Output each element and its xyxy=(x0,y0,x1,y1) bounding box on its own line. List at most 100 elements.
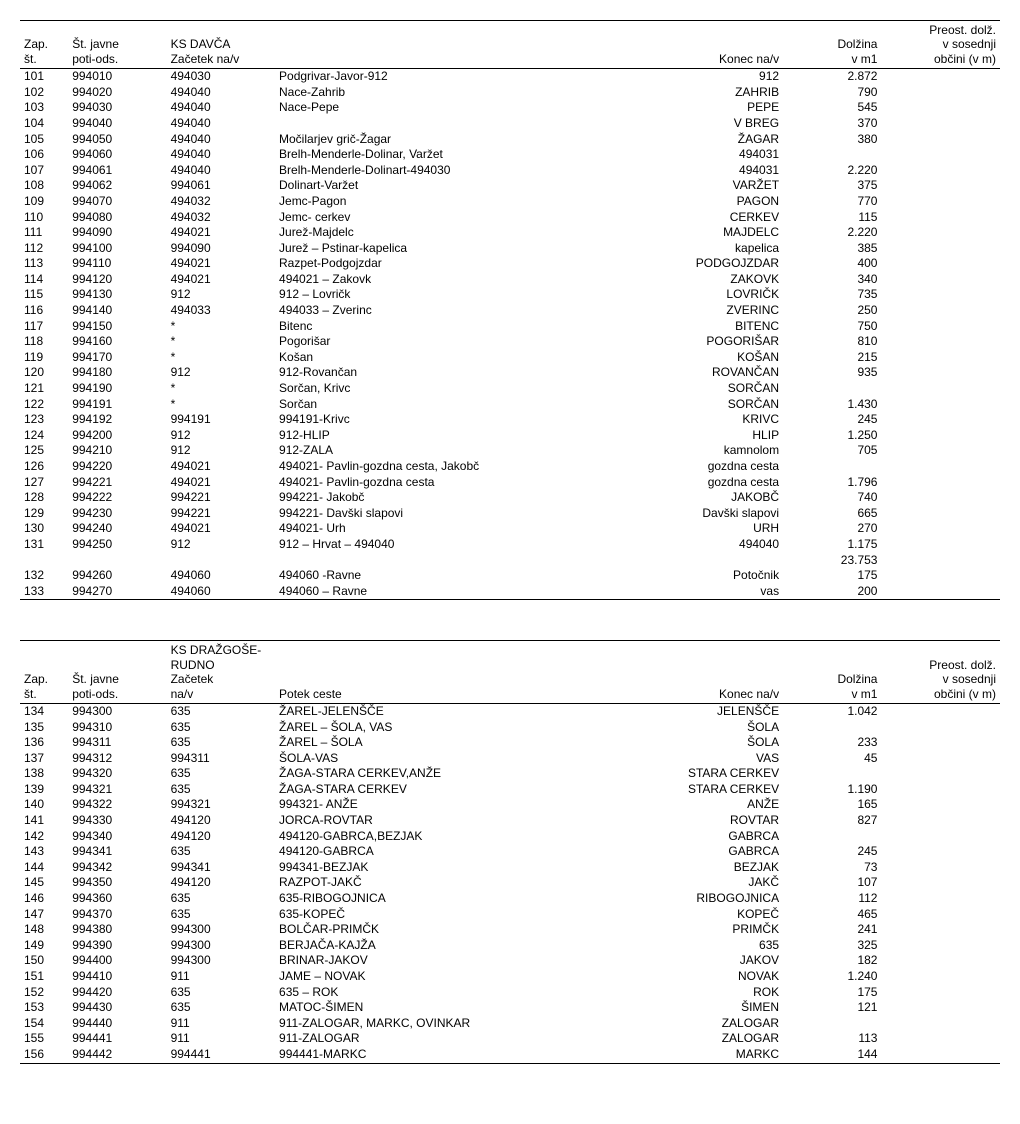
col-header-kon: Konec na/v xyxy=(614,641,783,703)
cell-dol: 810 xyxy=(783,334,881,350)
cell-jav: 994420 xyxy=(68,985,166,1001)
cell-zac: * xyxy=(167,381,275,397)
table-row: 118994160*PogorišarPOGORIŠAR810 xyxy=(20,334,1000,350)
cell-pre xyxy=(881,225,1000,241)
cell-zac: 635 xyxy=(167,844,275,860)
cell-pot: 635-RIBOGOJNICA xyxy=(275,891,614,907)
cell-pre xyxy=(881,69,1000,85)
cell-zap: 155 xyxy=(20,1031,68,1047)
cell-zac: 994300 xyxy=(167,938,275,954)
table-row: 154994440911911-ZALOGAR, MARKC, OVINKARZ… xyxy=(20,1016,1000,1032)
cell-zap: 145 xyxy=(20,875,68,891)
cell-zac: 912 xyxy=(167,287,275,303)
cell-kon: KOPEČ xyxy=(614,907,783,923)
cell-pre xyxy=(881,116,1000,132)
cell-jav: 994180 xyxy=(68,365,166,381)
cell-pot: 994221- Davški slapovi xyxy=(275,506,614,522)
cell-zap: 132 xyxy=(20,568,68,584)
table-block: Zap.št.Št. javnepoti-ods.KS DRAŽGOŠE-RUD… xyxy=(20,640,1000,1063)
cell-zac: 494120 xyxy=(167,813,275,829)
cell-pot: 994341-BEZJAK xyxy=(275,860,614,876)
cell-zac: 635 xyxy=(167,720,275,736)
table-row: 133994270494060494060 – Ravnevas200 xyxy=(20,584,1000,600)
cell-kon: JAKČ xyxy=(614,875,783,891)
cell-zap: 138 xyxy=(20,766,68,782)
cell-kon: ŠOLA xyxy=(614,720,783,736)
cell-pot: 494033 – Zverinc xyxy=(275,303,614,319)
cell-zap: 117 xyxy=(20,319,68,335)
cell-pre xyxy=(881,584,1000,600)
cell-jav: 994250 xyxy=(68,537,166,553)
cell-kon: BITENC xyxy=(614,319,783,335)
cell-jav: 994321 xyxy=(68,782,166,798)
cell-pre xyxy=(881,319,1000,335)
cell-pot: 494120-GABRCA,BEZJAK xyxy=(275,829,614,845)
cell-kon: ZAKOVK xyxy=(614,272,783,288)
cell-zac: 494030 xyxy=(167,69,275,85)
table-row: 143994341635494120-GABRCAGABRCA245 xyxy=(20,844,1000,860)
table-row: 137994312994311ŠOLA-VASVAS45 xyxy=(20,751,1000,767)
cell-pre xyxy=(881,210,1000,226)
cell-kon: JAKOV xyxy=(614,953,783,969)
table-row: 151994410911JAME – NOVAKNOVAK1.240 xyxy=(20,969,1000,985)
table-row: 108994062994061Dolinart-VaržetVARŽET375 xyxy=(20,178,1000,194)
cell-zac: 494032 xyxy=(167,210,275,226)
cell-dol: 380 xyxy=(783,132,881,148)
cell-pot: 494120-GABRCA xyxy=(275,844,614,860)
cell-pot: JAME – NOVAK xyxy=(275,969,614,985)
cell-pot: 494060 – Ravne xyxy=(275,584,614,600)
cell-kon: ZAHRIB xyxy=(614,85,783,101)
cell-zac: 494033 xyxy=(167,303,275,319)
cell-pre xyxy=(881,85,1000,101)
cell-dol: 1.240 xyxy=(783,969,881,985)
cell-pre xyxy=(881,178,1000,194)
col-header-pre: Preost. dolž.v sosednjiobčini (v m) xyxy=(881,641,1000,703)
col-header-pot: Potek ceste xyxy=(275,641,614,703)
cell-zac: 994300 xyxy=(167,922,275,938)
cell-kon: POGORIŠAR xyxy=(614,334,783,350)
cell-zap: 121 xyxy=(20,381,68,397)
cell-jav: 994070 xyxy=(68,194,166,210)
cell-pre xyxy=(881,100,1000,116)
table-row: 116994140494033494033 – ZverincZVERINC25… xyxy=(20,303,1000,319)
col-header-pot xyxy=(275,21,614,68)
cell-pre xyxy=(881,147,1000,163)
cell-zac: 494021 xyxy=(167,475,275,491)
table-row: 117994150*BitencBITENC750 xyxy=(20,319,1000,335)
cell-jav: 994410 xyxy=(68,969,166,985)
cell-zap: 113 xyxy=(20,256,68,272)
table-row: 101994010494030Podgrivar-Javor-9129122.8… xyxy=(20,69,1000,85)
cell-dol: 665 xyxy=(783,506,881,522)
cell-zap: 147 xyxy=(20,907,68,923)
cell-jav: 994380 xyxy=(68,922,166,938)
cell-kon: Potočnik xyxy=(614,568,783,584)
cell-dol xyxy=(783,381,881,397)
cell-zap: 114 xyxy=(20,272,68,288)
cell-zap: 119 xyxy=(20,350,68,366)
cell-dol xyxy=(783,459,881,475)
cell-zac: 912 xyxy=(167,537,275,553)
cell-zap: 122 xyxy=(20,397,68,413)
cell-dol xyxy=(783,147,881,163)
table-row: 130994240494021494021- UrhURH270 xyxy=(20,521,1000,537)
cell-zac: 635 xyxy=(167,907,275,923)
cell-dol: 325 xyxy=(783,938,881,954)
cell-zap: 156 xyxy=(20,1047,68,1063)
cell-dol: 545 xyxy=(783,100,881,116)
table-row: 113994110494021Razpet-PodgojzdarPODGOJZD… xyxy=(20,256,1000,272)
col-header-pre: Preost. dolž.v sosednjiobčini (v m) xyxy=(881,21,1000,68)
cell-pre xyxy=(881,1016,1000,1032)
cell-pot: BRINAR-JAKOV xyxy=(275,953,614,969)
cell-pot: 494021- Urh xyxy=(275,521,614,537)
col-header-zap: Zap.št. xyxy=(20,21,68,68)
cell-pot: 912 – Lovričk xyxy=(275,287,614,303)
cell-pot: Dolinart-Varžet xyxy=(275,178,614,194)
col-header-dol: Dolžinav m1 xyxy=(783,21,881,68)
cell-jav: 994220 xyxy=(68,459,166,475)
cell-kon: ROK xyxy=(614,985,783,1001)
cell-zap: 103 xyxy=(20,100,68,116)
cell-zac: 494021 xyxy=(167,225,275,241)
cell-jav xyxy=(68,553,166,569)
cell-kon: KRIVC xyxy=(614,412,783,428)
cell-pot: Jurež – Pstinar-kapelica xyxy=(275,241,614,257)
